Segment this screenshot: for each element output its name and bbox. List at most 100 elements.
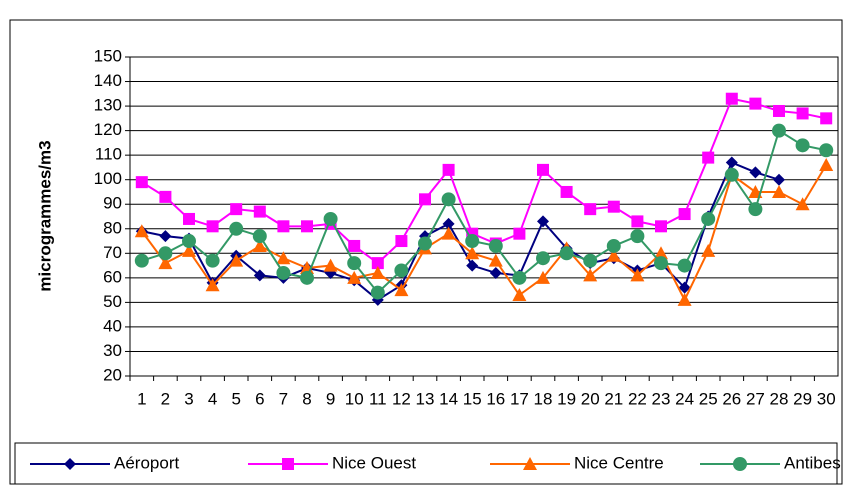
legend-label: Aéroport — [114, 453, 179, 472]
marker — [724, 167, 739, 182]
marker — [348, 239, 361, 252]
marker — [205, 278, 220, 292]
x-tick-label: 9 — [326, 389, 335, 408]
x-tick-label: 2 — [161, 389, 170, 408]
y-tick-label: 80 — [103, 218, 122, 237]
marker — [253, 269, 266, 282]
x-tick-label: 1 — [137, 389, 146, 408]
marker — [772, 123, 786, 138]
marker — [796, 107, 809, 120]
marker — [584, 203, 597, 216]
x-tick-label: 26 — [722, 389, 741, 408]
marker — [536, 251, 550, 266]
y-tick-label: 30 — [103, 341, 122, 360]
x-tick-label: 30 — [817, 389, 836, 408]
marker — [607, 200, 620, 213]
marker — [630, 268, 645, 282]
marker — [631, 215, 644, 228]
x-tick-label: 24 — [675, 389, 694, 408]
x-tick-label: 11 — [369, 389, 387, 408]
marker — [276, 265, 291, 280]
marker — [418, 236, 432, 251]
marker — [536, 270, 550, 284]
marker — [135, 176, 148, 189]
x-tick-label: 15 — [463, 389, 482, 408]
marker — [819, 143, 834, 158]
marker — [277, 220, 290, 233]
x-tick-label: 16 — [486, 389, 505, 408]
x-tick-label: 20 — [581, 389, 600, 408]
marker — [183, 212, 195, 225]
marker — [347, 256, 362, 271]
marker — [583, 253, 598, 268]
marker — [323, 211, 338, 226]
marker — [630, 229, 645, 244]
marker — [772, 184, 786, 198]
marker — [229, 221, 244, 236]
marker — [370, 285, 385, 300]
marker — [158, 246, 173, 261]
marker — [559, 246, 574, 261]
marker — [206, 220, 219, 233]
y-tick-label: 70 — [103, 243, 122, 262]
y-tick-label: 110 — [95, 145, 122, 164]
marker — [64, 458, 76, 470]
x-tick-label: 12 — [392, 389, 411, 408]
marker — [606, 238, 621, 253]
marker — [488, 253, 503, 267]
marker — [419, 193, 431, 206]
legend-label: Nice Centre — [574, 453, 664, 472]
x-tick-label: 7 — [279, 389, 288, 408]
marker — [229, 253, 244, 267]
x-tick-label: 3 — [184, 389, 193, 408]
y-tick-label: 100 — [94, 169, 122, 188]
marker — [655, 220, 667, 233]
marker — [442, 163, 455, 176]
marker — [523, 457, 537, 470]
x-tick-label: 21 — [604, 389, 623, 408]
x-tick-label: 10 — [345, 389, 364, 408]
x-tick-label: 29 — [793, 389, 812, 408]
y-axis-label: microgrammes/m3 — [35, 140, 54, 291]
x-tick-label: 13 — [416, 389, 435, 408]
marker — [159, 190, 172, 203]
marker — [441, 226, 456, 240]
marker — [819, 157, 834, 171]
marker — [441, 192, 456, 207]
marker — [606, 248, 621, 262]
y-tick-label: 150 — [94, 46, 122, 65]
marker — [134, 224, 149, 238]
legend-label: Nice Ouest — [332, 453, 416, 472]
marker — [773, 104, 785, 117]
marker — [465, 234, 480, 249]
y-tick-label: 90 — [103, 194, 122, 213]
x-tick-label: 27 — [746, 389, 765, 408]
x-tick-label: 19 — [557, 389, 576, 408]
y-tick-label: 130 — [94, 96, 122, 115]
marker — [134, 253, 149, 268]
marker — [654, 246, 668, 260]
marker — [230, 203, 243, 216]
marker — [159, 230, 172, 243]
marker — [282, 458, 294, 470]
marker — [253, 205, 266, 218]
marker — [347, 270, 362, 284]
marker — [252, 238, 267, 252]
marker — [301, 220, 313, 233]
marker — [795, 138, 810, 153]
x-tick-label: 22 — [628, 389, 647, 408]
y-tick-label: 20 — [103, 365, 122, 384]
x-tick-label: 23 — [652, 389, 671, 408]
marker — [512, 288, 527, 302]
marker — [465, 246, 480, 260]
marker — [205, 253, 220, 268]
x-tick-label: 28 — [770, 389, 789, 408]
y-tick-label: 140 — [94, 71, 122, 90]
marker — [749, 97, 762, 110]
marker — [513, 227, 526, 240]
y-tick-label: 60 — [103, 267, 122, 286]
x-tick-label: 17 — [510, 389, 529, 408]
marker — [300, 270, 314, 285]
marker — [395, 235, 408, 248]
